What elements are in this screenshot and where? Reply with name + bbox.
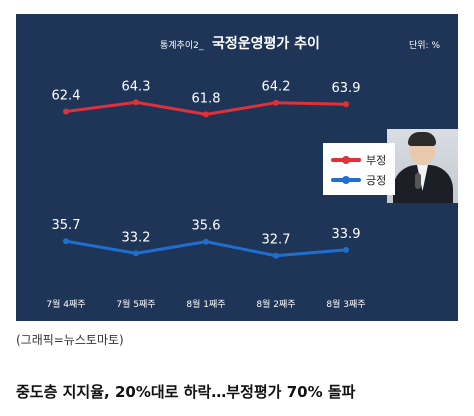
data-point-positive-2[interactable] — [203, 238, 209, 245]
legend-item-negative: 부정 — [331, 153, 386, 167]
data-label-positive-0: 35.7 — [52, 218, 81, 233]
data-label-negative-0: 62.4 — [52, 89, 81, 104]
legend-label-positive: 긍정 — [366, 174, 387, 187]
x-tick-label-3: 8월 2째주 — [256, 298, 295, 310]
chart-title-prefix: 통계추이2_ — [160, 39, 204, 51]
data-label-negative-1: 64.3 — [122, 79, 151, 94]
data-point-positive-3[interactable] — [273, 252, 279, 259]
data-label-positive-1: 33.2 — [122, 230, 151, 245]
article-headline[interactable]: 중도층 지지율, 20%대로 하락…부정평가 70% 돌파 — [16, 383, 356, 401]
chart-legend: 부정 긍정 — [323, 143, 395, 195]
chart-unit: 단위: % — [409, 40, 440, 51]
data-label-positive-4: 33.9 — [332, 227, 361, 242]
data-point-positive-4[interactable] — [343, 246, 349, 253]
image-caption: (그래픽=뉴스토마토) — [16, 333, 124, 347]
data-point-negative-1[interactable] — [133, 99, 139, 106]
person-photo — [387, 129, 458, 203]
data-point-negative-2[interactable] — [203, 111, 209, 118]
legend-swatch-negative — [331, 156, 361, 164]
line-chart: 통계추이2_ 국정운영평가 추이 단위: % 62.4 64.3 61.8 64.2 6… — [46, 35, 440, 310]
photo-hair — [408, 132, 436, 146]
photo-shirt — [417, 165, 428, 191]
x-tick-label-1: 7월 5째주 — [116, 298, 155, 310]
legend-item-positive: 긍정 — [331, 173, 386, 187]
data-label-negative-2: 61.8 — [192, 91, 221, 106]
data-point-negative-3[interactable] — [273, 99, 279, 106]
data-point-positive-1[interactable] — [133, 250, 139, 257]
data-label-positive-2: 35.6 — [192, 219, 221, 234]
x-tick-label-4: 8월 3째주 — [326, 298, 365, 310]
data-label-negative-3: 64.2 — [262, 80, 291, 95]
chart-title: 국정운영평가 추이 — [212, 35, 320, 52]
legend-swatch-positive — [331, 176, 361, 184]
x-tick-label-2: 8월 1째주 — [186, 298, 225, 310]
data-label-negative-4: 63.9 — [332, 81, 361, 96]
data-point-positive-0[interactable] — [63, 238, 69, 245]
microphone-icon — [415, 173, 421, 189]
data-point-negative-0[interactable] — [63, 108, 69, 115]
data-label-positive-3: 32.7 — [262, 233, 291, 248]
legend-label-negative: 부정 — [366, 154, 387, 167]
x-tick-label-0: 7월 4째주 — [46, 298, 85, 310]
data-point-negative-4[interactable] — [343, 101, 349, 108]
